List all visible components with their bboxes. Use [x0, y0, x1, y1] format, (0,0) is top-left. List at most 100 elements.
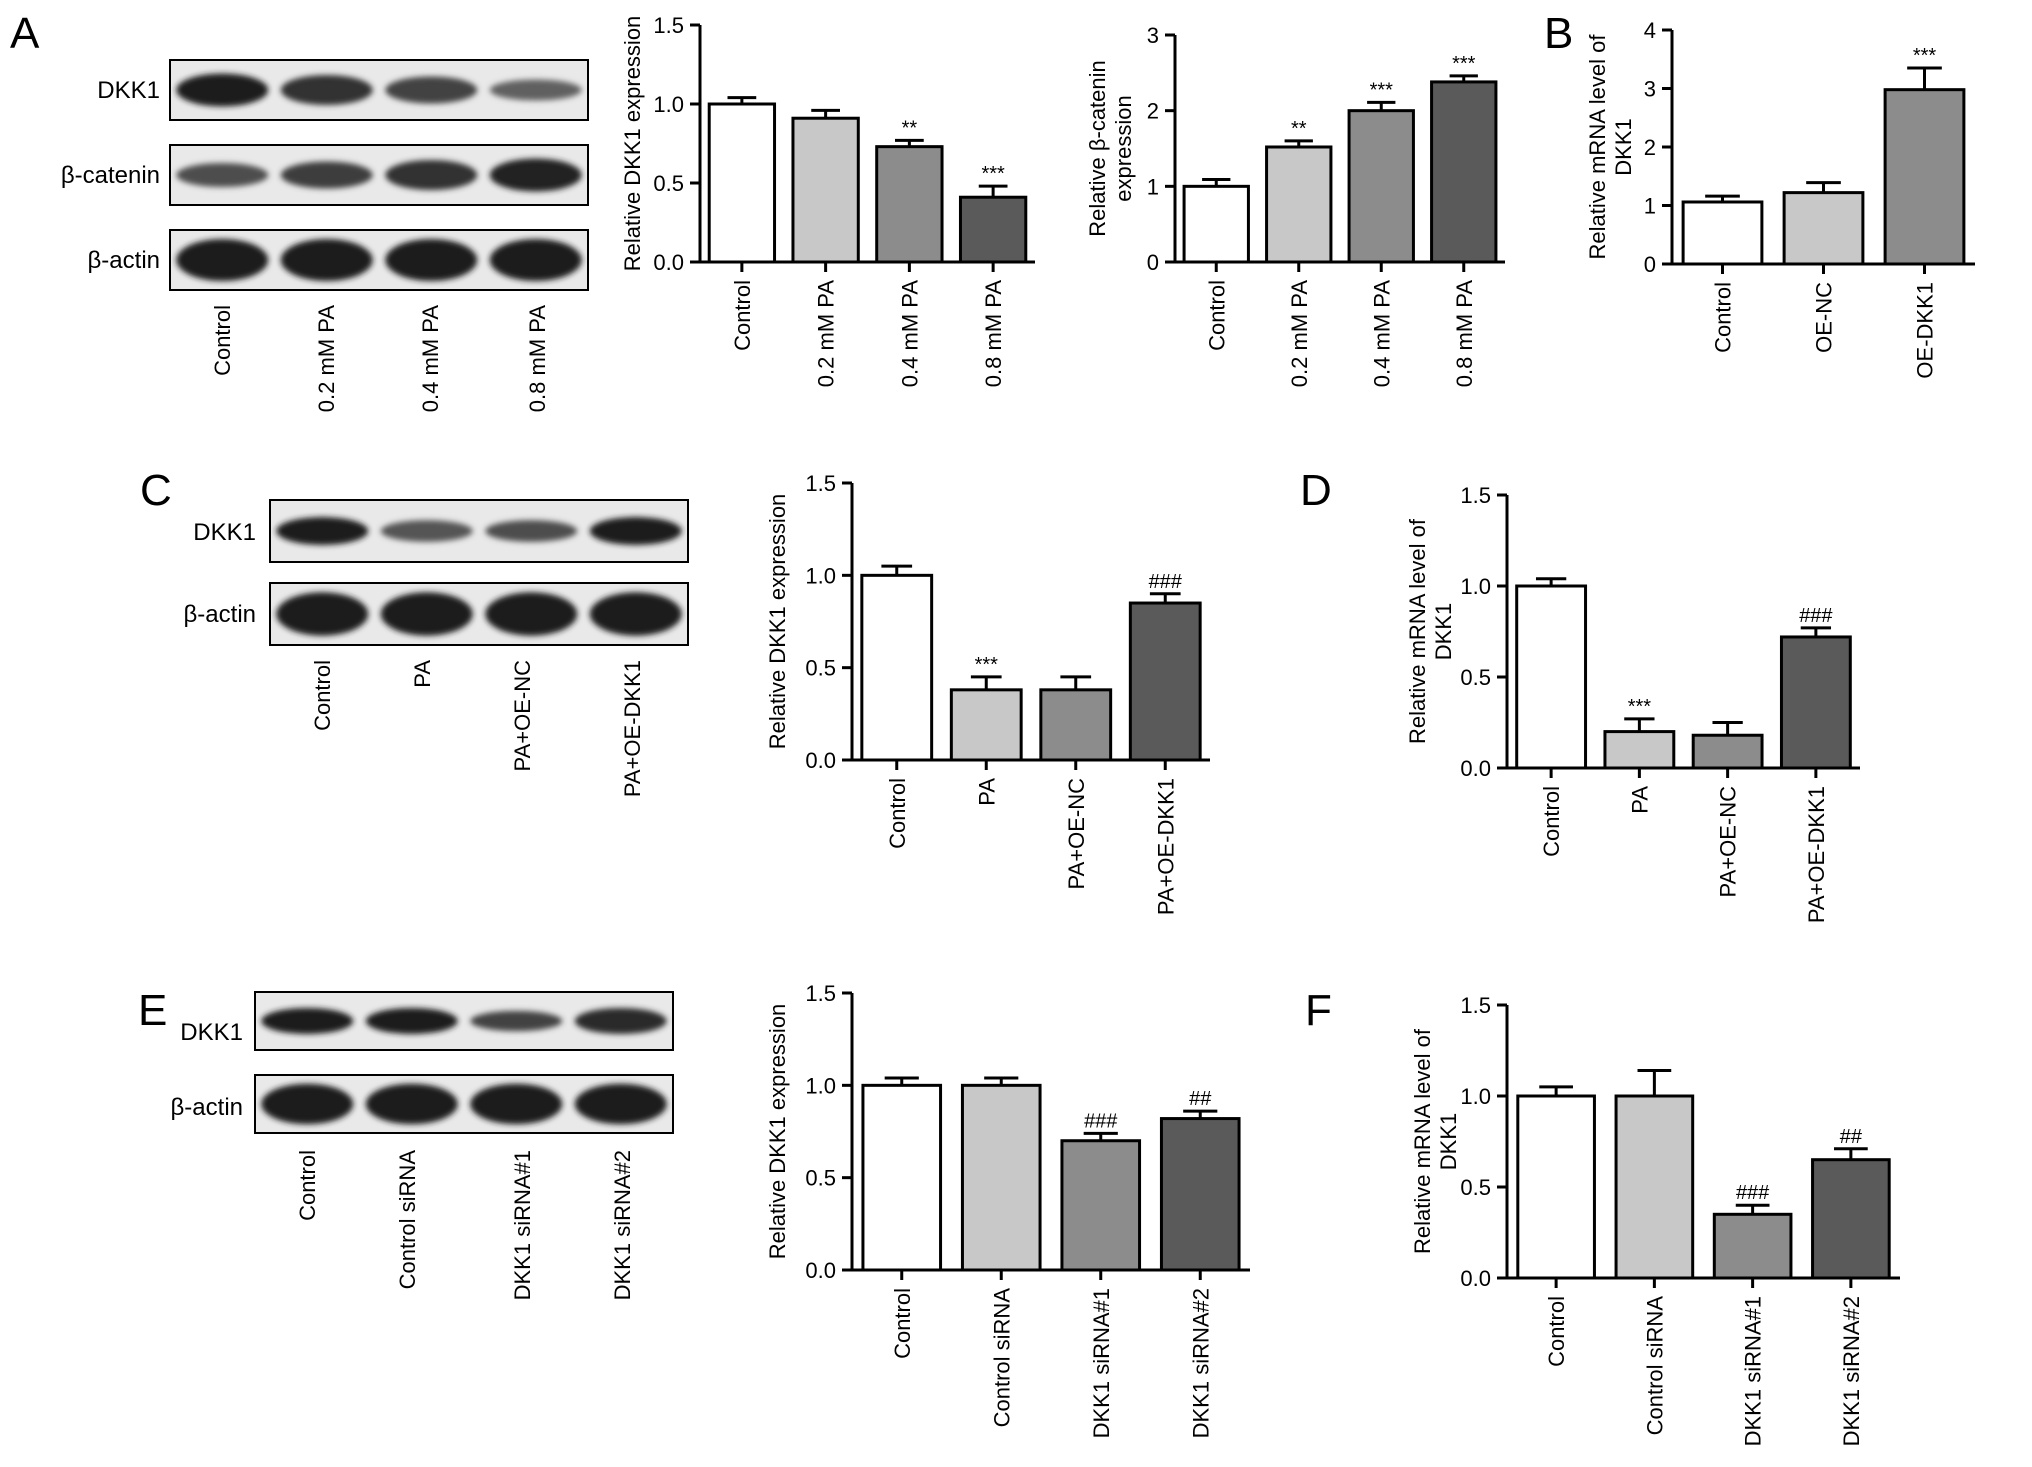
- category-label: PA: [974, 778, 999, 806]
- category-label: 0.8 mM PA: [1452, 280, 1477, 388]
- y-tick-label: 1.0: [805, 1073, 836, 1098]
- significance-label: **: [1291, 118, 1307, 140]
- bar-chart-e-dkk1-protein: Control Control siRNA ### DKK1 siRNA#1 ## DKK…: [765, 981, 1250, 1438]
- bar: [707, 102, 777, 264]
- bar: [1039, 688, 1113, 762]
- blot-band: [280, 75, 373, 105]
- significance-label: ***: [1370, 79, 1394, 101]
- blot-band: [489, 79, 582, 101]
- category-label: 0.8 mM PA: [981, 280, 1006, 388]
- bar-chart-a-dkk1-protein: Control 0.2 mM PA ** 0.4 mM PA *** 0.8 mM PA 0…: [620, 13, 1035, 387]
- y-axis-label: Relative DKK1 expression: [765, 1004, 790, 1260]
- category-label: Control: [890, 1288, 915, 1359]
- y-tick-label: 1: [1644, 194, 1656, 219]
- y-tick-label: 1.0: [653, 92, 684, 117]
- y-tick-label: 0.5: [805, 656, 836, 681]
- bar: [791, 116, 860, 264]
- y-tick-label: 1.0: [1460, 574, 1491, 599]
- category-label: 0.4 mM PA: [897, 280, 922, 388]
- blot-band: [574, 1083, 667, 1125]
- blot-band: [589, 592, 682, 636]
- panel-letter-d: D: [1300, 466, 1332, 515]
- category-label: DKK1 siRNA#1: [1741, 1296, 1766, 1446]
- category-label: Control: [730, 280, 755, 351]
- significance-label: ##: [1189, 1088, 1212, 1110]
- lane-label: DKK1 siRNA#2: [610, 1150, 635, 1300]
- band-label-dkk1: DKK1: [193, 519, 256, 546]
- blot-band: [385, 76, 478, 104]
- blot-band: [176, 73, 269, 107]
- y-tick-label: 0.0: [1460, 756, 1491, 781]
- y-tick-label: 0.0: [653, 250, 684, 275]
- significance-label: ###: [1736, 1182, 1770, 1204]
- y-axis-label: Relative mRNA level ofDKK1: [1585, 34, 1636, 260]
- significance-label: ###: [1149, 571, 1183, 593]
- lane-label: Control: [310, 660, 335, 731]
- bar: [1159, 1117, 1241, 1272]
- blot-band: [261, 1007, 354, 1035]
- y-axis-label-line: DKK1: [1611, 118, 1636, 175]
- bar-chart-f-dkk1-mrna: Control Control siRNA ### DKK1 siRNA#1 ## DKK…: [1410, 993, 1900, 1446]
- bar: [960, 1083, 1042, 1272]
- significance-label: ###: [1084, 1110, 1118, 1132]
- bar-chart-c-dkk1-protein: Control *** PA PA+OE-NC ### PA+OE-DKK1 0.0 0.5 1…: [765, 471, 1210, 915]
- category-label: 0.2 mM PA: [814, 280, 839, 388]
- y-tick-label: 0.5: [805, 1166, 836, 1191]
- y-axis-label-line: Relative β-catenin: [1085, 60, 1110, 237]
- blot-band: [485, 520, 578, 542]
- bar: [1516, 1094, 1596, 1280]
- category-label: Control: [1539, 786, 1564, 857]
- bar: [1347, 109, 1415, 264]
- y-tick-label: 2: [1147, 99, 1159, 124]
- category-label: Control: [1204, 280, 1229, 351]
- y-axis-label-line: Relative mRNA level of: [1405, 518, 1430, 744]
- band-label-beta-actin: β-actin: [171, 1094, 244, 1121]
- significance-label: **: [902, 117, 918, 139]
- bar: [861, 1083, 943, 1272]
- blot-band: [470, 1010, 563, 1032]
- bar: [1883, 88, 1966, 266]
- y-tick-label: 1.0: [1460, 1084, 1491, 1109]
- panel-letter-e: E: [138, 986, 167, 1035]
- bar: [1060, 1139, 1142, 1272]
- bar: [1811, 1158, 1891, 1280]
- category-label: PA+OE-NC: [1716, 786, 1741, 898]
- lane-label: Control: [295, 1150, 320, 1221]
- bar-chart-a-beta-catenin-protein: Control ** 0.2 mM PA *** 0.4 mM PA *** 0.8 mM …: [1085, 23, 1505, 387]
- blot-band: [385, 160, 478, 190]
- blot-band: [176, 163, 269, 187]
- y-tick-label: 0: [1644, 252, 1656, 277]
- bar: [1515, 584, 1588, 770]
- bar: [958, 195, 1028, 264]
- y-axis-label: Relative β-cateninexpression: [1085, 60, 1136, 237]
- panel-letter-c: C: [140, 466, 172, 515]
- significance-label: ***: [1913, 45, 1937, 67]
- band-label-dkk1: DKK1: [180, 1019, 243, 1046]
- lane-label: Control: [210, 305, 235, 376]
- category-label: DKK1 siRNA#2: [1839, 1296, 1864, 1446]
- lane-label: 0.4 mM PA: [418, 305, 443, 413]
- y-tick-label: 4: [1644, 18, 1656, 43]
- category-label: Control siRNA: [1642, 1296, 1667, 1436]
- category-label: 0.2 mM PA: [1287, 280, 1312, 388]
- significance-label: ##: [1840, 1126, 1863, 1148]
- lane-label: DKK1 siRNA#1: [510, 1150, 535, 1300]
- y-tick-label: 1.5: [805, 471, 836, 496]
- category-label: DKK1 siRNA#2: [1188, 1288, 1213, 1438]
- bar-chart-b-dkk1-mrna: Control OE-NC *** OE-DKK1 0 1 2 3 4 Relative mRNA…: [1585, 18, 1975, 379]
- y-tick-label: 0: [1147, 250, 1159, 275]
- blot-band: [276, 592, 369, 636]
- y-axis-label: Relative mRNA level ofDKK1: [1410, 1028, 1461, 1254]
- panel-letter-f: F: [1305, 986, 1332, 1035]
- lane-label: PA+OE-DKK1: [620, 660, 645, 797]
- bar: [1614, 1094, 1695, 1280]
- blot-band: [280, 161, 373, 189]
- blot-band: [489, 239, 582, 281]
- category-label: 0.4 mM PA: [1369, 280, 1394, 388]
- y-tick-label: 0.5: [1460, 665, 1491, 690]
- category-label: PA: [1627, 786, 1652, 814]
- category-label: DKK1 siRNA#1: [1089, 1288, 1114, 1438]
- western-blot-c: DKK1 β-actin Control PA PA+OE-NC PA+OE-D…: [184, 499, 689, 797]
- bar: [1782, 191, 1865, 266]
- lane-label: Control siRNA: [395, 1150, 420, 1290]
